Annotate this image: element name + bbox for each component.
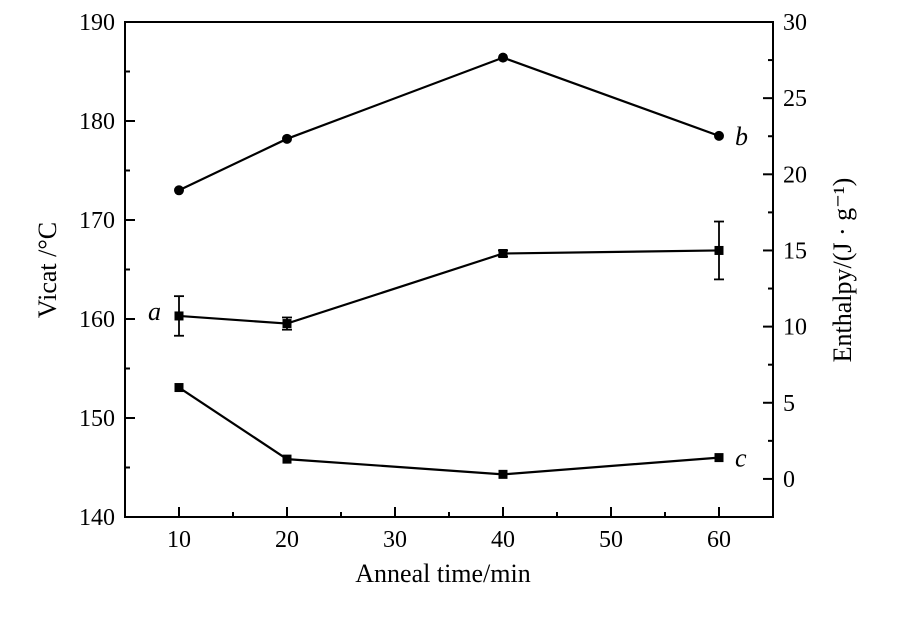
y-left-tick-label: 140	[79, 505, 115, 531]
series-a: a	[148, 220, 724, 337]
y-left-tick-label: 170	[79, 208, 115, 234]
series-line-a	[178, 249, 720, 325]
plot-frame	[124, 21, 774, 518]
x-tick-label: 60	[707, 527, 731, 553]
data-point	[174, 185, 184, 196]
y-right-tick-label: 0	[783, 467, 795, 493]
data-point	[498, 249, 508, 259]
y-right-tick-label: 10	[783, 315, 807, 341]
series-label-a: a	[148, 297, 161, 326]
data-point	[282, 454, 292, 464]
x-tick-label: 50	[599, 527, 623, 553]
y-left-tick-label: 180	[79, 109, 115, 135]
y-right-tick-label: 30	[783, 10, 807, 36]
data-point	[498, 469, 508, 479]
data-point	[714, 130, 724, 141]
data-point	[174, 383, 184, 393]
series-line-b	[178, 56, 720, 192]
y-axis-right-label: Enthalpy/(J · g⁻¹)	[828, 178, 857, 363]
y-axis-left-label: Vicat /°C	[33, 222, 62, 318]
series-layer: b a c	[148, 52, 748, 479]
x-tick-label: 30	[383, 527, 407, 553]
ticks	[125, 21, 773, 518]
x-axis-label: Anneal time/min	[355, 559, 530, 588]
data-point	[174, 311, 184, 321]
y-left-tick-label: 190	[79, 10, 115, 36]
y-left-tick-label: 160	[79, 307, 115, 333]
x-tick-label: 10	[167, 527, 191, 553]
x-tick-label: 40	[491, 527, 515, 553]
y-right-tick-label: 20	[783, 162, 807, 188]
tick-labels: 10 20 30 40 50 60 140 150 160 170 180 190 0 5 10 15 20 25…	[79, 10, 807, 553]
y-right-tick-label: 25	[783, 86, 807, 112]
series-line-c	[178, 386, 720, 476]
series-b: b	[174, 52, 748, 196]
data-point	[282, 319, 292, 329]
data-point	[498, 52, 508, 63]
y-left-tick-label: 150	[79, 406, 115, 432]
data-point	[714, 453, 724, 463]
data-point	[282, 133, 292, 144]
series-c: c	[174, 383, 747, 479]
series-label-b: b	[735, 122, 748, 151]
y-right-tick-label: 5	[783, 391, 795, 417]
y-right-tick-label: 15	[783, 238, 807, 264]
series-label-c: c	[735, 444, 747, 473]
data-point	[714, 245, 724, 255]
x-tick-label: 20	[275, 527, 299, 553]
